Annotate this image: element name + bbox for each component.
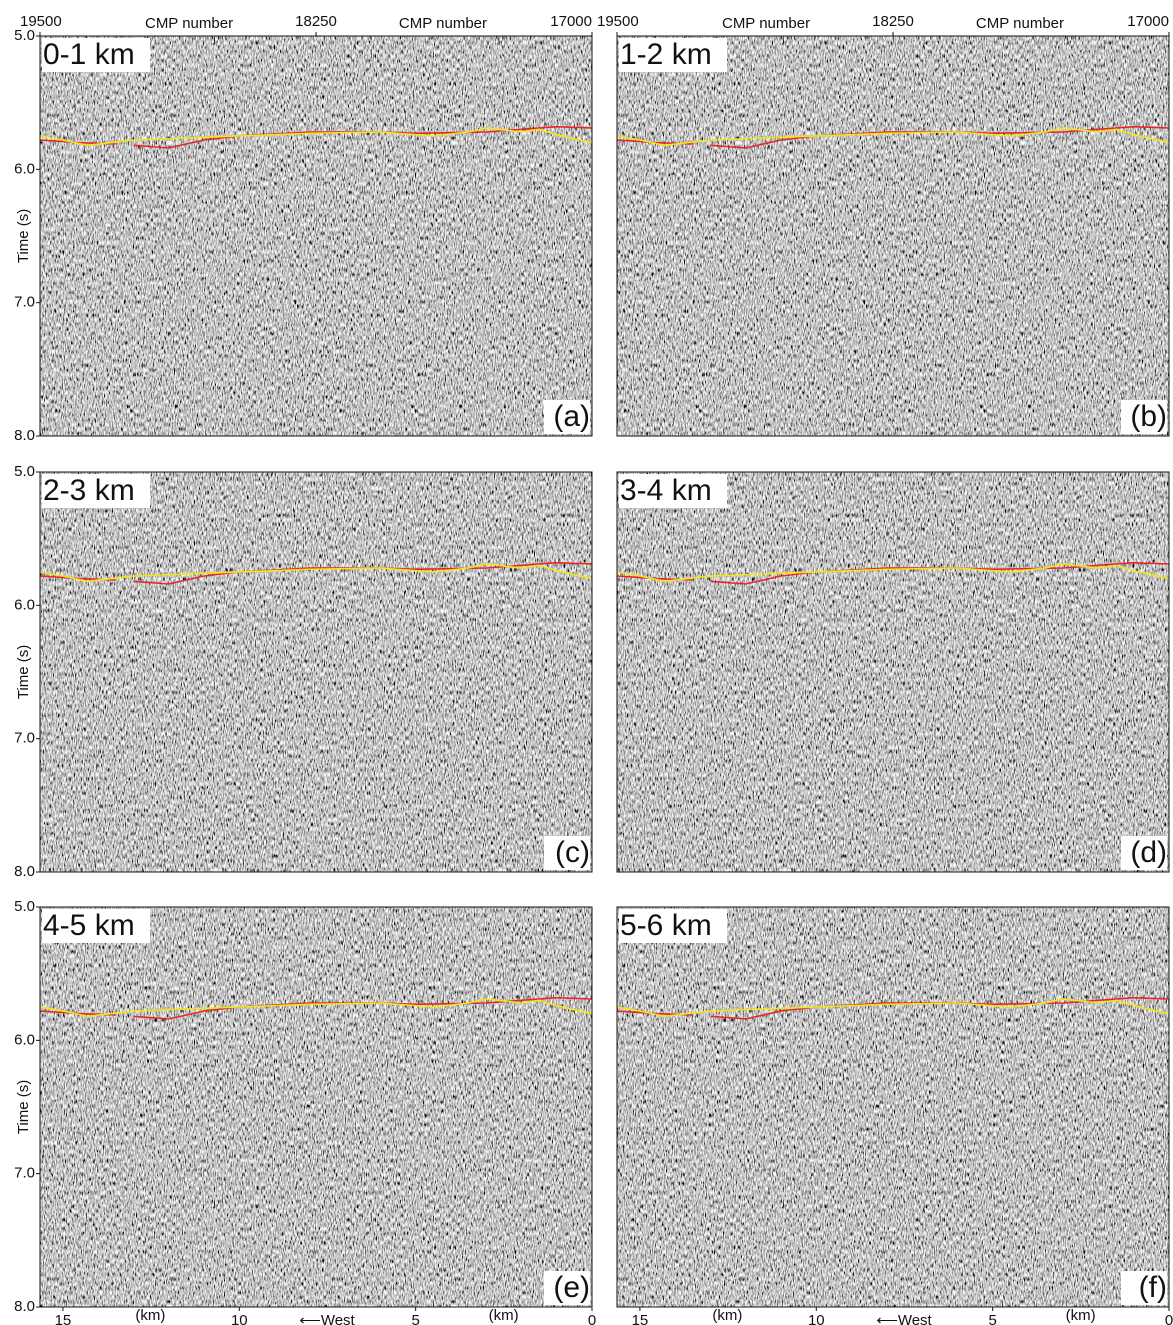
panel-title: 4-5 km — [43, 909, 135, 942]
seismic-image — [40, 36, 592, 436]
panel-frame — [39, 906, 593, 1308]
x2-tick-label: 18250 — [872, 13, 914, 30]
label-box — [544, 1271, 590, 1305]
y-tick-label: 6.0 — [14, 1031, 35, 1048]
panel-label: (c) — [555, 836, 590, 869]
x2-axis-label: CMP number — [145, 15, 233, 32]
y-axis-label: Time (s) — [15, 209, 32, 263]
label-box — [544, 836, 590, 870]
x-tick-label: 5 — [988, 1312, 996, 1325]
y-axis-label: Time (s) — [15, 1080, 32, 1134]
x2-tick-label: 17000 — [1127, 13, 1169, 30]
y-tick-label: 5.0 — [14, 27, 35, 44]
panel-label: (a) — [553, 400, 590, 433]
x2-axis-label: CMP number — [976, 15, 1064, 32]
panel-label: (b) — [1130, 400, 1167, 433]
seismic-image — [40, 472, 592, 872]
direction-annotation: ⟵West — [876, 1312, 932, 1325]
x-tick-label: 0 — [588, 1312, 596, 1325]
x-axis-label: (km) — [712, 1307, 742, 1324]
panel-label: (f) — [1139, 1271, 1167, 1304]
x-axis-label: (km) — [489, 1307, 519, 1324]
panel-title: 2-3 km — [43, 474, 135, 507]
x-tick-label: 10 — [231, 1312, 248, 1325]
horizon-line — [616, 127, 1170, 147]
x2-axis-label: CMP number — [722, 15, 810, 32]
label-box — [1121, 400, 1167, 434]
horizon-line — [39, 998, 593, 1018]
title-box — [42, 909, 150, 943]
horizon-line — [39, 127, 593, 147]
x-tick-label: 10 — [808, 1312, 825, 1325]
x-tick-label: 15 — [632, 1312, 649, 1325]
x-axis-label: (km) — [1066, 1307, 1096, 1324]
panel-label: (e) — [553, 1271, 590, 1304]
title-box — [42, 38, 150, 72]
y-tick-label: 7.0 — [14, 294, 35, 311]
seismic-image — [617, 907, 1169, 1307]
panel: 1-2 km (b) 19500 18250 17000 CMP number CMP nu… — [597, 13, 1170, 437]
x-tick-label: 5 — [411, 1312, 419, 1325]
horizon-line — [39, 563, 593, 583]
direction-annotation: ⟵West — [299, 1312, 355, 1325]
horizon-line — [616, 563, 1170, 583]
panel-title: 5-6 km — [620, 909, 712, 942]
y-tick-label: 8.0 — [14, 863, 35, 880]
panel: 5-6 km (f) 15 10 5 0 (km) (km) ⟵West — [616, 906, 1173, 1325]
panel: 0-1 km (a) 5.0 6.0 7.0 8.0 Time (s) 19500 18250 1… — [14, 13, 593, 444]
title-box — [619, 474, 727, 508]
panel-title: 1-2 km — [620, 38, 712, 71]
y-tick-label: 6.0 — [14, 596, 35, 613]
panel: 2-3 km (c) 5.0 6.0 7.0 8.0 Time (s) — [14, 463, 593, 880]
x2-axis-label: CMP number — [399, 15, 487, 32]
y-tick-label: 7.0 — [14, 730, 35, 747]
seismic-image — [617, 36, 1169, 436]
panel-frame — [616, 906, 1170, 1308]
seismic-image — [617, 472, 1169, 872]
label-box — [1121, 1271, 1167, 1305]
panel: 4-5 km (e) 5.0 6.0 7.0 8.0 Time (s) 15 10 5 0 (km) (… — [14, 898, 596, 1325]
panel-frame — [39, 471, 593, 873]
x2-tick-label: 18250 — [295, 13, 337, 30]
seismic-image — [40, 907, 592, 1307]
title-box — [619, 909, 727, 943]
y-tick-label: 7.0 — [14, 1165, 35, 1182]
label-box — [1121, 836, 1167, 870]
x-tick-label: 15 — [55, 1312, 72, 1325]
label-box — [544, 400, 590, 434]
y-tick-label: 8.0 — [14, 1298, 35, 1315]
title-box — [42, 474, 150, 508]
y-tick-label: 6.0 — [14, 160, 35, 177]
y-tick-label: 8.0 — [14, 427, 35, 444]
panel-title: 3-4 km — [620, 474, 712, 507]
x-tick-label: 0 — [1165, 1312, 1173, 1325]
x-axis-label: (km) — [135, 1307, 165, 1324]
x2-tick-label: 19500 — [20, 13, 62, 30]
x2-tick-label: 17000 — [550, 13, 592, 30]
horizon-line — [616, 998, 1170, 1018]
panel-frame — [616, 471, 1170, 873]
panel-title: 0-1 km — [43, 38, 135, 71]
panel: 3-4 km (d) — [616, 471, 1170, 873]
y-tick-label: 5.0 — [14, 898, 35, 915]
y-tick-label: 5.0 — [14, 463, 35, 480]
y-axis-label: Time (s) — [15, 645, 32, 699]
panel-label: (d) — [1130, 836, 1167, 869]
x2-tick-label: 19500 — [597, 13, 639, 30]
title-box — [619, 38, 727, 72]
